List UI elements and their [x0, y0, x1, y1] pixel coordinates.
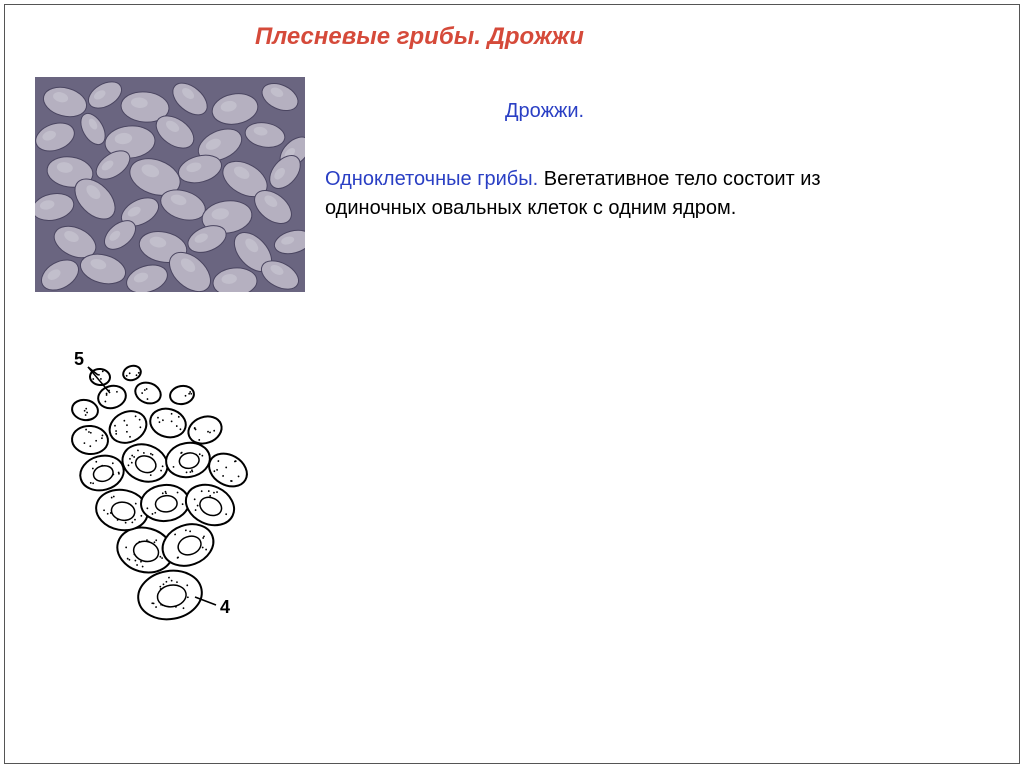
term-unicellular-fungi: Одноклеточные грибы. — [325, 168, 538, 190]
yeast-photo — [35, 77, 305, 292]
diagram-label-5: 5 — [74, 349, 84, 369]
slide-subtitle: Дрожжи. — [505, 100, 584, 123]
slide-frame: Плесневые грибы. Дрожжи Дрожжи. Одноклет… — [4, 4, 1020, 764]
yeast-diagram-svg: 54 — [40, 345, 300, 625]
yeast-diagram: 54 — [40, 345, 300, 625]
slide-title: Плесневые грибы. Дрожжи — [255, 23, 584, 51]
yeast-photo-svg — [35, 77, 305, 292]
body-paragraph: Одноклеточные грибы. Вегетативное тело с… — [325, 165, 925, 223]
diagram-label-4: 4 — [220, 597, 230, 617]
